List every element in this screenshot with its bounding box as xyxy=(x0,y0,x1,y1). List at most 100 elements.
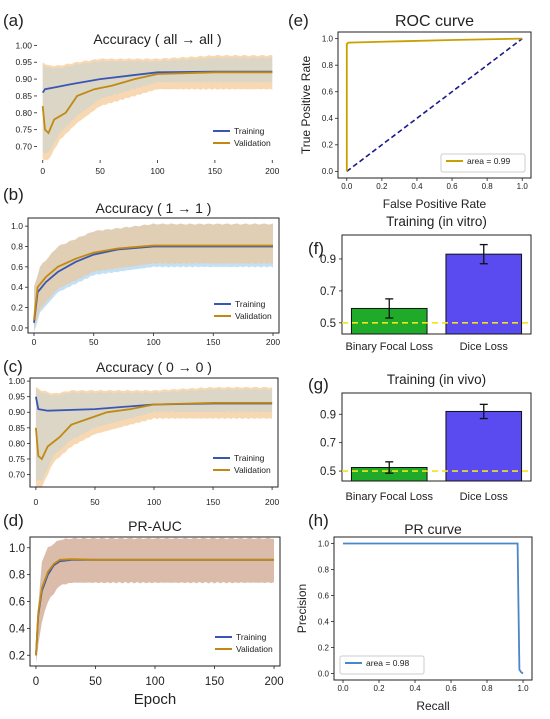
x-tick-label-d-0: 0 xyxy=(33,676,39,688)
y-tick-label-g-2: 0.9 xyxy=(320,409,336,421)
y-tick-label-e-0: 0.0 xyxy=(322,167,334,176)
plot-area-b xyxy=(33,223,273,333)
y-tick-label-c-1: 0.75 xyxy=(8,454,25,464)
panel-d: (d) PR-AUC 0 50 100 150 200 0.2 0.4 0.6 0.8 1.0 Epoc… xyxy=(3,511,284,708)
x-axis-label-e: False Positive Rate xyxy=(383,197,487,211)
series-line-b-0 xyxy=(33,245,273,323)
bar-f-1 xyxy=(445,253,523,335)
series-line-a-0 xyxy=(41,70,273,94)
y-tick-label-f-2: 0.9 xyxy=(320,254,336,266)
x-tick-label-b-3: 150 xyxy=(206,337,220,347)
y-tick-label-f-0: 0.5 xyxy=(320,318,336,330)
y-tick-label-a-6: 1.00 xyxy=(15,40,32,50)
panel-label-f: (f) xyxy=(308,239,324,258)
legend-h: area = 0.98 xyxy=(339,655,425,675)
axes-frame-f xyxy=(341,234,532,335)
band-validation-a xyxy=(42,54,273,160)
x-tick-label-h-0: 0.0 xyxy=(337,684,349,693)
y-tick-label-b-3: 0.6 xyxy=(11,262,23,272)
series-line-a-1 xyxy=(41,71,273,135)
y-tick-label-e-4: 0.8 xyxy=(322,61,334,70)
axes-frame-g xyxy=(341,392,532,482)
legend-label-a-0: Training xyxy=(234,126,265,136)
bar-g-1 xyxy=(445,410,523,482)
y-tick-label-h-2: 0.4 xyxy=(318,617,330,626)
plot-area-e xyxy=(345,37,523,173)
y-tick-label-h-0: 0.0 xyxy=(318,669,330,678)
x-tick-label-a-1: 50 xyxy=(95,166,105,176)
y-tick-label-d-1: 0.4 xyxy=(9,623,26,635)
chart-title-h: PR curve xyxy=(404,521,462,537)
y-tick-label-g-0: 0.5 xyxy=(320,466,336,478)
y-tick-label-e-3: 0.6 xyxy=(322,88,334,97)
y-tick-label-g-1: 0.7 xyxy=(320,438,336,450)
legend-e: area = 0.99 xyxy=(440,153,526,173)
chart-title-d: PR-AUC xyxy=(128,518,182,534)
y-tick-label-b-2: 0.4 xyxy=(11,282,23,292)
x-tick-label-b-0: 0 xyxy=(32,337,37,347)
x-tick-label-c-4: 200 xyxy=(265,497,279,507)
chart-title-c: Accuracy ( 0 → 0 ) xyxy=(96,359,212,375)
y-tick-label-d-3: 0.8 xyxy=(9,570,25,582)
series-line-e-0 xyxy=(345,37,523,172)
y-tick-label-h-4: 0.8 xyxy=(318,565,330,574)
y-tick-label-b-4: 0.8 xyxy=(11,241,23,251)
series-line-d-1 xyxy=(35,558,274,656)
y-tick-label-a-3: 0.85 xyxy=(15,91,32,101)
x-tick-label-c-1: 50 xyxy=(90,497,100,507)
panel-label-b: (b) xyxy=(3,185,24,204)
legend-label-d-1: Validation xyxy=(236,644,273,654)
x-category-label-f-0: Binary Focal Loss xyxy=(346,341,434,353)
x-tick-label-d-1: 50 xyxy=(89,676,102,688)
x-tick-label-h-2: 0.4 xyxy=(409,684,421,693)
y-tick-label-a-5: 0.95 xyxy=(15,57,32,67)
series-line-h-0 xyxy=(343,542,524,675)
panel-b: (b) Accuracy ( 1 → 1 ) 0 50 100 150 200 0.0 0.2 0… xyxy=(3,185,280,347)
x-category-label-g-1: Dice Loss xyxy=(460,491,509,503)
y-tick-label-f-1: 0.7 xyxy=(320,286,336,298)
x-tick-label-h-5: 1.0 xyxy=(517,684,529,693)
y-tick-label-a-1: 0.75 xyxy=(15,125,32,135)
y-tick-label-a-4: 0.90 xyxy=(15,74,32,84)
band-validation-b xyxy=(34,223,273,330)
legend-label-e-0: area = 0.99 xyxy=(467,156,511,166)
series-line-b-1 xyxy=(33,244,273,320)
panel-label-d: (d) xyxy=(3,511,24,530)
x-tick-label-a-4: 200 xyxy=(265,166,279,176)
legend-a: Training Validation xyxy=(213,126,271,148)
x-category-label-g-0: Binary Focal Loss xyxy=(346,491,434,503)
y-tick-label-b-1: 0.2 xyxy=(11,303,23,313)
y-tick-label-e-1: 0.2 xyxy=(322,141,334,150)
y-tick-label-c-3: 0.85 xyxy=(8,423,25,433)
y-tick-label-b-0: 0.0 xyxy=(11,323,23,333)
x-tick-label-a-3: 150 xyxy=(208,166,222,176)
x-tick-label-a-2: 100 xyxy=(150,166,164,176)
band-d xyxy=(36,537,274,663)
legend-box-h xyxy=(339,655,425,675)
x-tick-label-e-1: 0.2 xyxy=(376,182,388,191)
x-tick-label-h-4: 0.8 xyxy=(481,684,493,693)
chart-title-a: Accuracy ( all → all ) xyxy=(93,31,221,47)
x-tick-label-h-1: 0.2 xyxy=(373,684,385,693)
panel-a: (a) Accuracy ( all → all ) 0 50 100 150 200 0.7… xyxy=(3,11,280,176)
panel-c: (c) Accuracy ( 0 → 0 ) 0 50 100 150 200 0.70 0.7… xyxy=(3,357,279,507)
panel-g: (g) Training (in vivo) Binary Focal Loss Di… xyxy=(308,372,532,503)
x-tick-label-b-4: 200 xyxy=(266,337,280,347)
x-axis-label-h: Recall xyxy=(416,699,449,713)
x-tick-label-e-4: 0.8 xyxy=(482,182,494,191)
legend-b: Training Validation xyxy=(214,299,272,321)
plot-area-h xyxy=(343,542,524,675)
legend-label-c-0: Training xyxy=(234,453,265,463)
y-tick-label-c-0: 0.70 xyxy=(8,470,25,480)
y-tick-label-a-0: 0.70 xyxy=(15,141,32,151)
chart-title-b: Accuracy ( 1 → 1 ) xyxy=(96,200,212,216)
panel-label-e: (e) xyxy=(288,11,309,30)
x-tick-label-e-5: 1.0 xyxy=(517,182,529,191)
y-axis-label-h: Precision xyxy=(295,584,309,633)
panel-label-a: (a) xyxy=(3,11,24,30)
legend-label-h-0: area = 0.98 xyxy=(366,658,410,668)
x-tick-label-a-0: 0 xyxy=(40,166,45,176)
chart-title-f: Training (in vitro) xyxy=(386,214,487,229)
series-line-c-1 xyxy=(35,402,273,461)
y-tick-label-h-1: 0.2 xyxy=(318,643,330,652)
